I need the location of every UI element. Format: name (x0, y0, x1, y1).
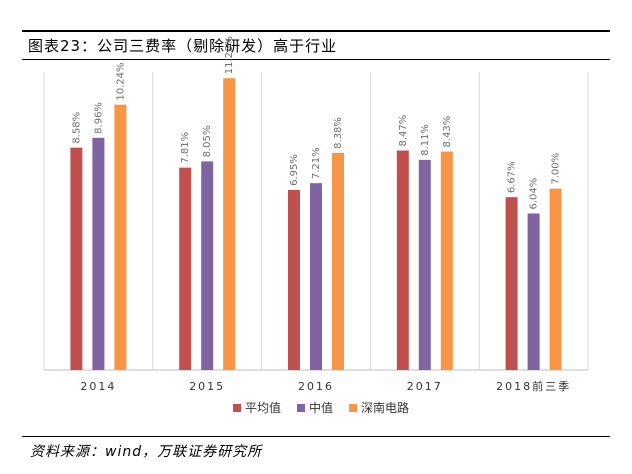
title-rule-top (22, 30, 610, 32)
bar-平均值-2014 (70, 147, 83, 370)
bar-深南电路-2017 (440, 151, 453, 370)
bar-深南电路-2014 (114, 104, 127, 370)
x-tick-label: 2014 (80, 380, 116, 393)
bar-平均值-2015 (179, 167, 192, 370)
data-label: 10.24% (115, 63, 126, 101)
x-tick-label: 2018前三季 (496, 379, 571, 393)
bar-深南电路-2018前三季 (549, 188, 562, 370)
x-tick-label: 2015 (189, 380, 225, 393)
bar-深南电路-2015 (223, 78, 236, 371)
data-label: 8.43% (442, 116, 453, 148)
data-label: 11.26% (224, 36, 235, 74)
bar-中值-2014 (92, 137, 105, 370)
data-label: 8.05% (202, 126, 213, 158)
source-note: 资料来源：wind，万联证券研究所 (30, 444, 263, 460)
data-label: 8.38% (333, 117, 344, 149)
legend-label-深南电路: 深南电路 (361, 400, 409, 415)
data-label: 8.11% (420, 124, 431, 156)
bar-中值-2017 (418, 159, 431, 370)
x-tick-label: 2016 (298, 380, 334, 393)
legend-swatch-深南电路 (349, 404, 357, 412)
data-label: 7.81% (180, 132, 191, 164)
bar-中值-2015 (201, 161, 214, 370)
data-label: 8.47% (398, 115, 409, 147)
data-label: 6.67% (507, 161, 518, 193)
bar-中值-2018前三季 (527, 213, 540, 370)
data-label: 8.96% (93, 102, 104, 134)
legend-label-平均值: 平均值 (245, 400, 281, 415)
figure-title-bar: 图表23：公司三费率（剔除研发）高于行业 (22, 32, 610, 57)
data-label: 7.00% (551, 153, 562, 185)
legend-swatch-中值 (297, 404, 305, 412)
bar-平均值-2018前三季 (505, 197, 518, 370)
legend-label-中值: 中值 (309, 400, 333, 415)
title-rule-bottom (22, 59, 610, 60)
data-label: 8.58% (71, 112, 82, 144)
bar-平均值-2016 (288, 189, 300, 370)
bar-平均值-2017 (396, 150, 409, 370)
data-label: 6.04% (529, 178, 540, 210)
legend-swatch-平均值 (233, 404, 241, 412)
bar-中值-2016 (310, 183, 322, 370)
data-label: 6.95% (289, 154, 300, 186)
bar-深南电路-2016 (332, 152, 344, 370)
data-label: 7.21% (311, 147, 322, 179)
source-rule (22, 436, 610, 437)
x-tick-label: 2017 (407, 380, 443, 393)
figure-title: 图表23：公司三费率（剔除研发）高于行业 (28, 37, 338, 55)
